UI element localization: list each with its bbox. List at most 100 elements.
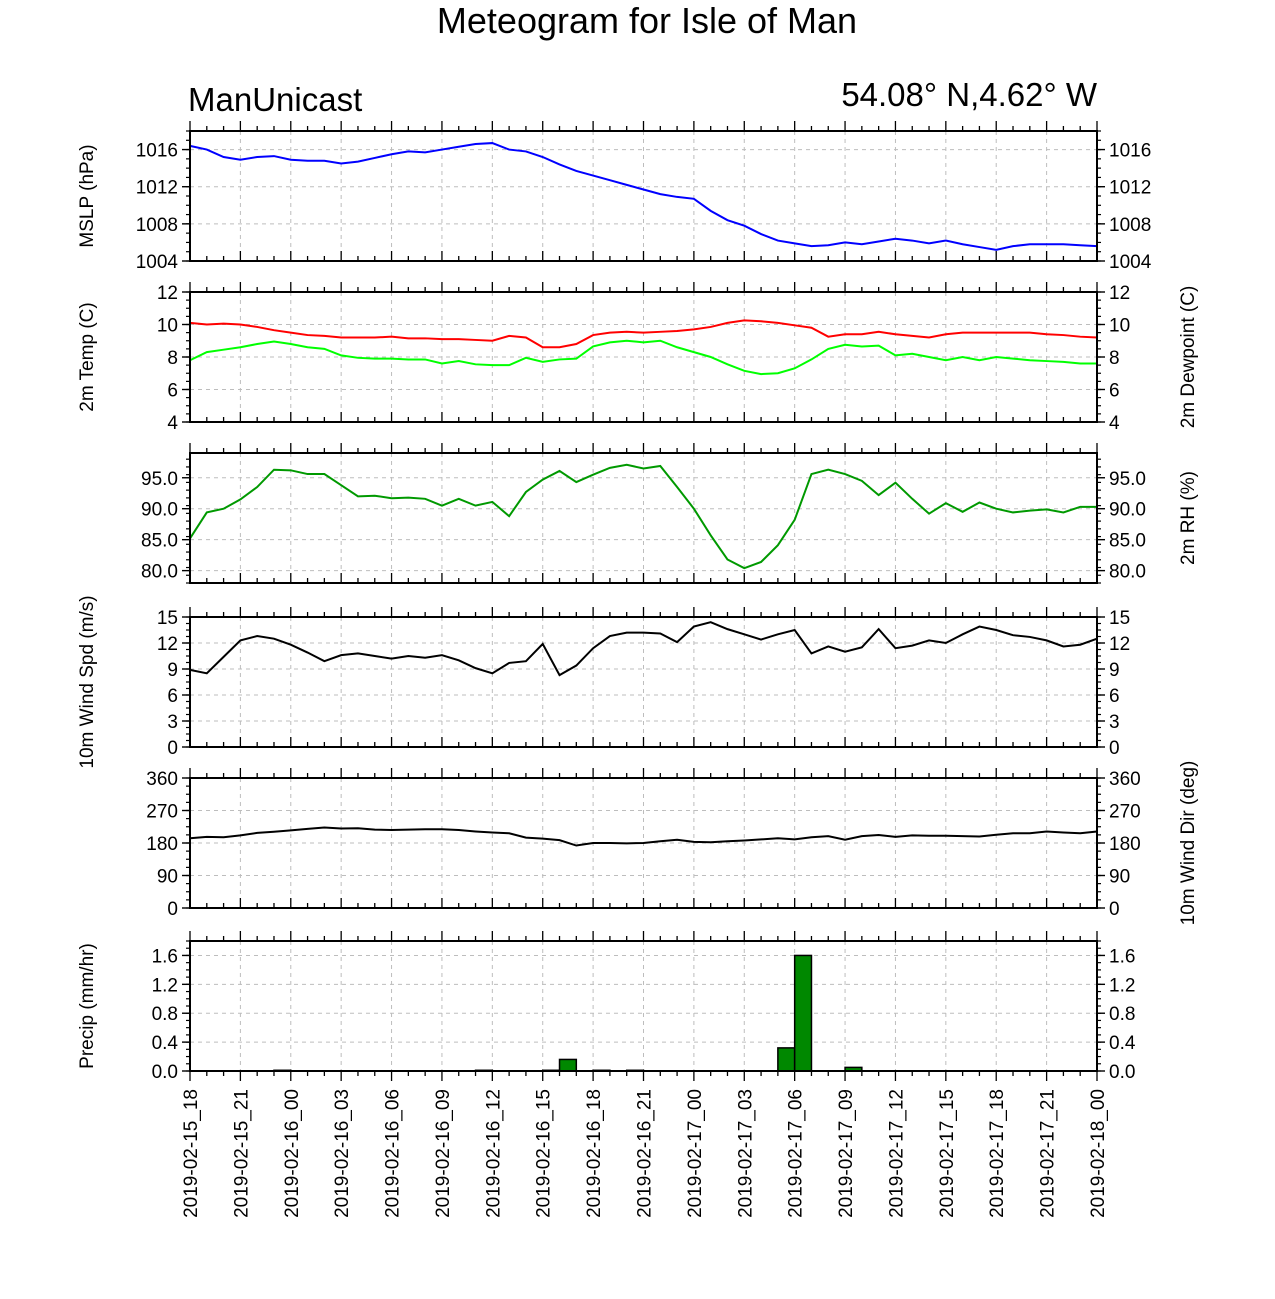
y-tick-label-right: 85.0 [1109,531,1146,552]
y-tick-label-right: 1012 [1109,178,1151,199]
panel-frame [189,940,1098,1072]
x-tick-label: 2019-02-18_00 [1088,1089,1109,1218]
y-tick-label-left: 1008 [136,215,178,236]
panel-frame [189,777,1098,909]
precip-bar [558,1058,578,1072]
y-tick-label-left: 4 [167,413,178,434]
y-tick-label-left: 1016 [136,141,178,162]
y-tick-label-left: 12 [157,283,178,304]
panel-frame [189,130,1098,262]
series-line-wspd-0 [189,621,1098,677]
y-tick-label-left: 1.2 [152,975,178,996]
panel-frame [189,452,1098,584]
x-tick-label: 2019-02-17_21 [1038,1089,1059,1218]
panel-mslp: 1016 1012 1008 1004 1016 1012 1008 1004 MSLP (hP… [77,121,1152,273]
y-tick-label-left: 9 [167,660,178,681]
y-tick-label-right: 6 [1109,686,1120,707]
x-tick-label: 2019-02-17_12 [886,1089,907,1218]
x-tick-label: 2019-02-17_06 [786,1089,807,1218]
y-tick-label-left: 90.0 [141,500,178,521]
y-tick-label-left: 6 [167,381,178,402]
y-tick-label-right: 1.2 [1109,975,1135,996]
y-tick-label-right: 12 [1109,283,1130,304]
y-tick-label-left: 0 [167,899,178,920]
panel-frame [189,291,1098,423]
x-tick-label: 2019-02-15_21 [231,1089,252,1218]
y-tick-label-left: 0.8 [152,1004,178,1025]
y-tick-label-right: 360 [1109,769,1141,790]
y-tick-label-right: 0.8 [1109,1004,1135,1025]
y-tick-label-left: 180 [146,834,178,855]
panel-precip: 1.6 1.2 0.8 0.4 0.0 1.6 1.2 0.8 0.4 0.0 Precip (mm… [77,931,1136,1083]
y-tick-label-right: 95.0 [1109,469,1146,490]
y-tick-label-left: 95.0 [141,469,178,490]
y-tick-label-right: 15 [1109,608,1130,629]
y-tick-label-left: 270 [146,802,178,823]
x-tick-label: 2019-02-16_00 [282,1089,303,1218]
y-tick-label-left: 10 [157,316,178,337]
y-tick-label-left: 90 [157,867,178,888]
y-tick-label-right: 1004 [1109,252,1152,273]
y-tick-label-left: 8 [167,348,178,369]
y-tick-label-left: 3 [167,712,178,733]
x-tick-label: 2019-02-16_12 [483,1089,504,1218]
series-line-temp-1 [189,339,1097,376]
y-axis-title-right: 2m Dewpoint (C) [1178,286,1199,429]
y-tick-label-right: 0.4 [1109,1033,1136,1054]
y-axis-title-right: 2m RH (%) [1178,471,1199,565]
y-tick-label-right: 180 [1109,834,1141,855]
series-line-wdir-0 [189,826,1098,847]
y-tick-label-left: 15 [157,608,178,629]
y-tick-label-right: 0 [1109,738,1120,759]
series-line-rh-0 [189,463,1097,570]
x-tick-label: 2019-02-16_21 [635,1089,656,1218]
y-tick-label-right: 10 [1109,316,1130,337]
y-axis-title-left: Precip (mm/hr) [77,943,98,1069]
model-name: ManUnicast [188,81,362,118]
y-tick-label-left: 6 [167,686,178,707]
y-tick-label-right: 1.6 [1109,946,1135,967]
series-line-temp-0 [189,319,1098,349]
x-tick-label: 2019-02-17_03 [735,1089,756,1218]
x-tick-label: 2019-02-17_09 [836,1089,857,1218]
y-tick-label-right: 8 [1109,348,1120,369]
panel-rh: 95.0 90.0 85.0 80.0 95.0 90.0 85.0 80.0 2m RH (%… [141,443,1199,584]
y-tick-label-left: 0.0 [152,1062,178,1083]
y-tick-label-left: 12 [157,634,178,655]
x-tick-label: 2019-02-17_18 [987,1089,1008,1218]
x-tick-label: 2019-02-16_15 [534,1089,555,1218]
chart-title: Meteogram for Isle of Man [437,0,857,41]
y-tick-label-left: 1012 [136,178,178,199]
x-tick-label: 2019-02-16_06 [383,1089,404,1218]
panel-temp: 12 10 8 6 4 12 10 8 6 4 2m Temp (C) 2m Dewpoint (C) [77,282,1199,434]
y-tick-label-right: 3 [1109,712,1120,733]
y-tick-label-right: 270 [1109,802,1141,823]
y-tick-label-right: 9 [1109,660,1120,681]
y-tick-label-left: 0.4 [152,1033,179,1054]
x-tick-label: 2019-02-15_18 [181,1089,202,1218]
series-line-mslp-0 [189,142,1098,251]
y-tick-label-left: 1004 [136,252,179,273]
y-tick-label-right: 6 [1109,381,1120,402]
x-tick-label: 2019-02-17_00 [685,1089,706,1218]
y-tick-label-right: 1016 [1109,141,1151,162]
y-axis-title-left: 2m Temp (C) [77,302,98,411]
panel-wspd: 15 12 9 6 3 0 15 12 9 6 3 0 10m Wind Spd (m/s) [77,595,1130,768]
y-axis-title-right: 10m Wind Dir (deg) [1178,761,1199,926]
y-tick-label-left: 85.0 [141,531,178,552]
y-tick-label-right: 90.0 [1109,500,1146,521]
y-tick-label-left: 0 [167,738,178,759]
y-tick-label-right: 12 [1109,634,1130,655]
x-tick-label: 2019-02-16_09 [433,1089,454,1218]
precip-bar [793,954,813,1072]
y-tick-label-left: 360 [146,769,178,790]
y-axis-title-left: MSLP (hPa) [77,144,98,247]
y-tick-label-right: 0 [1109,899,1120,920]
precip-bar [777,1047,796,1072]
y-tick-label-right: 80.0 [1109,562,1146,583]
y-tick-label-right: 0.0 [1109,1062,1135,1083]
x-axis: 2019-02-15_18 2019-02-15_21 2019-02-16_00 2… [181,1089,1109,1218]
x-tick-label: 2019-02-16_03 [332,1089,353,1218]
